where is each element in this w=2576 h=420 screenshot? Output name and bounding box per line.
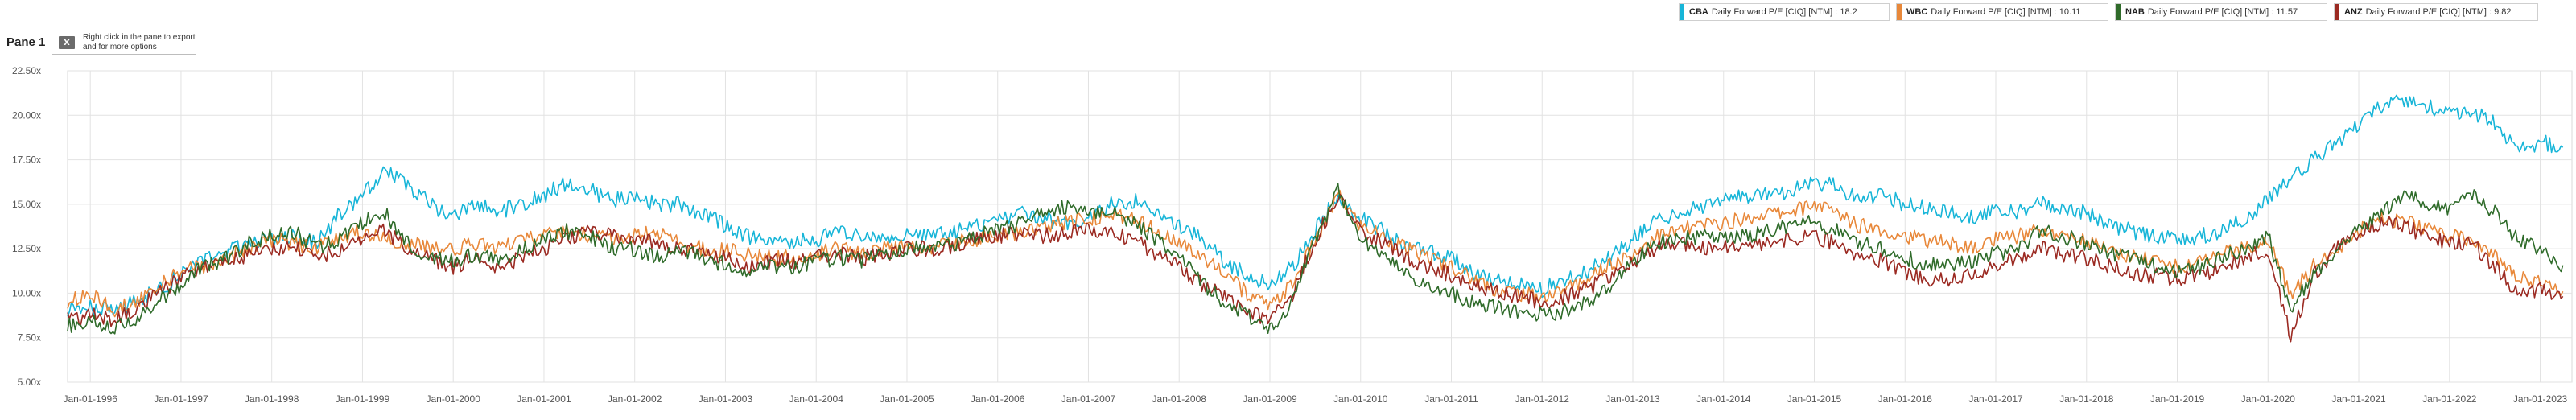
y-tick-label: 22.50x [12,65,41,76]
x-tick-label: Jan-01-2002 [608,393,662,405]
x-tick-label: Jan-01-2013 [1605,393,1660,405]
x-tick-label: Jan-01-2007 [1061,393,1116,405]
x-tick-label: Jan-01-2019 [2150,393,2205,405]
x-tick-label: Jan-01-2009 [1243,393,1297,405]
x-tick-label: Jan-01-2017 [1968,393,2023,405]
legend-swatch-nab [2116,4,2121,20]
series-line-anz [67,193,2564,343]
legend-swatch-anz [2335,4,2339,20]
series-line-nab [67,183,2564,335]
export-hint-box[interactable]: X Right click in the pane to export and … [52,31,196,55]
legend-ticker-anz: ANZ [2344,7,2363,17]
series-line-cba [67,94,2564,317]
legend-item-anz[interactable]: ANZ Daily Forward P/E [CIQ] [NTM] : 9.82 [2334,3,2538,21]
x-tick-label: Jan-01-2022 [2422,393,2477,405]
x-tick-label: Jan-01-2021 [2331,393,2386,405]
x-tick-label: Jan-01-1998 [245,393,299,405]
excel-icon[interactable]: X [59,36,75,49]
legend-label-anz: Daily Forward P/E [CIQ] [NTM] : 9.82 [2365,7,2512,17]
legend-ticker-cba: CBA [1689,7,1708,17]
x-tick-label: Jan-01-2023 [2513,393,2568,405]
y-tick-label: 12.50x [12,243,41,254]
x-tick-label: Jan-01-2010 [1333,393,1388,405]
y-tick-label: 7.50x [18,332,41,344]
x-tick-label: Jan-01-2012 [1515,393,1570,405]
legend-ticker-nab: NAB [2125,7,2145,17]
y-tick-label: 10.00x [12,287,41,299]
x-tick-label: Jan-01-2001 [517,393,571,405]
legend-label-nab: Daily Forward P/E [CIQ] [NTM] : 11.57 [2147,7,2298,17]
x-tick-label: Jan-01-2006 [971,393,1025,405]
x-tick-label: Jan-01-2000 [427,393,481,405]
x-tick-label: Jan-01-2003 [699,393,753,405]
series-line-wbc [67,189,2564,318]
legend-item-cba[interactable]: CBA Daily Forward P/E [CIQ] [NTM] : 18.2 [1679,3,1890,21]
x-axis-ticks: Jan-01-1996 Jan-01-1997 Jan-01-1998 Jan-01-… [63,393,2567,405]
x-tick-label: Jan-01-2005 [880,393,934,405]
y-tick-label: 5.00x [18,377,41,388]
legend-swatch-wbc [1897,4,1902,20]
legend-swatch-cba [1680,4,1684,20]
x-tick-label: Jan-01-2020 [2241,393,2296,405]
y-tick-label: 15.00x [12,199,41,210]
legend-label-cba: Daily Forward P/E [CIQ] [NTM] : 18.2 [1711,7,1857,17]
x-tick-label: Jan-01-2004 [789,393,844,405]
x-tick-label: Jan-01-1999 [336,393,390,405]
pane-title: Pane 1 [6,35,46,49]
x-tick-label: Jan-01-1997 [154,393,208,405]
export-hint-text: Right click in the pane to export and fo… [83,33,196,51]
x-tick-label: Jan-01-2014 [1696,393,1751,405]
y-tick-label: 17.50x [12,154,41,166]
y-axis-ticks: 5.00x 7.50x 10.00x 12.50x 15.00x 17.50x 20.00x… [12,65,41,388]
series-layer [67,94,2564,343]
legend-ticker-wbc: WBC [1906,7,1928,17]
legend-item-nab[interactable]: NAB Daily Forward P/E [CIQ] [NTM] : 11.5… [2115,3,2327,21]
legend-item-wbc[interactable]: WBC Daily Forward P/E [CIQ] [NTM] : 10.1… [1896,3,2108,21]
x-tick-label: Jan-01-2016 [1878,393,1933,405]
legend-label-wbc: Daily Forward P/E [CIQ] [NTM] : 10.11 [1931,7,2081,17]
x-tick-label: Jan-01-2018 [2059,393,2114,405]
x-tick-label: Jan-01-2008 [1152,393,1207,405]
x-tick-label: Jan-01-1996 [63,393,117,405]
x-tick-label: Jan-01-2015 [1787,393,1842,405]
y-tick-label: 20.00x [12,109,41,121]
x-tick-label: Jan-01-2011 [1424,393,1478,405]
